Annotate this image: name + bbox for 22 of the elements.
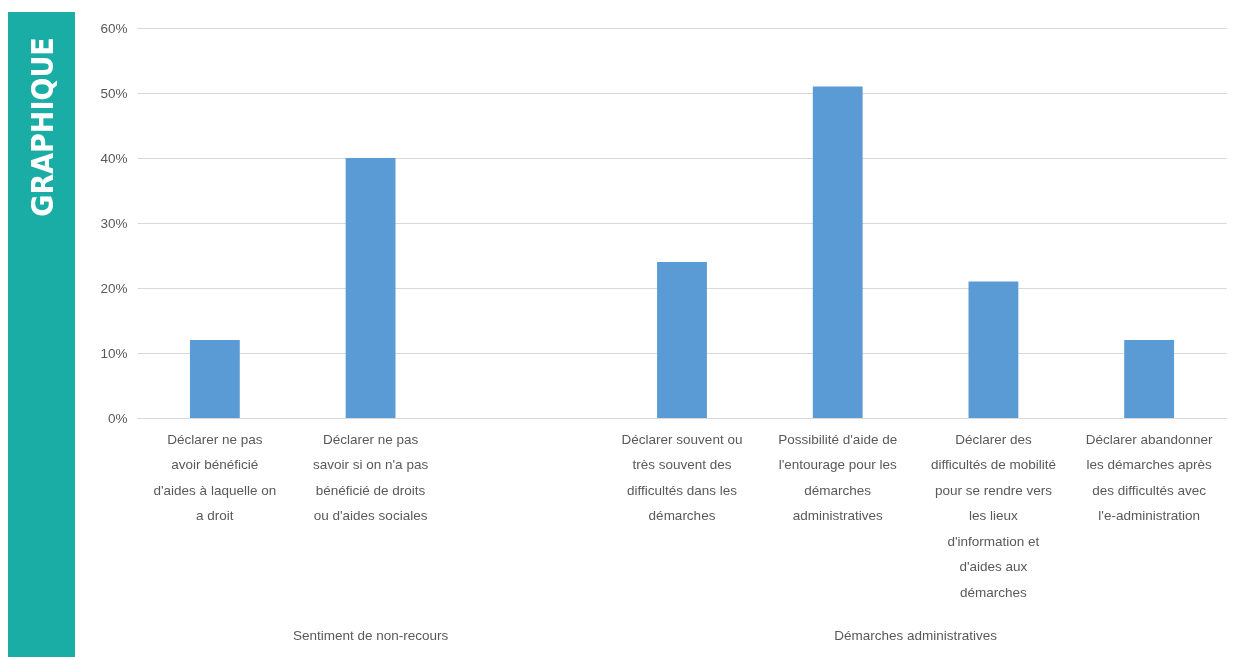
bar	[1124, 340, 1175, 418]
x-tick-label: Déclarer des difficultés de mobilité pour se rendre vers les lieux d'information et d'aides aux démarches	[930, 431, 1056, 600]
bar	[189, 340, 240, 418]
bar	[345, 158, 396, 418]
y-tick-label: 10%	[100, 345, 128, 361]
bar	[968, 281, 1019, 418]
bar	[812, 86, 863, 418]
text: Démarches administratives	[834, 628, 998, 643]
y-tick-label: 50%	[100, 85, 128, 101]
bar	[657, 262, 707, 418]
x-tick-label: Déclarer ne pas avoir bénéficié d'aides à laquelle on a droit	[153, 431, 277, 523]
text: Sentiment de non-recours	[292, 628, 449, 643]
x-tick-label: Déclarer souvent ou très souvent des difficultés dans les démarches	[621, 431, 743, 523]
x-tick-label: Déclarer abandonner les démarches après des difficultés avec l'e-administration	[1085, 431, 1214, 523]
y-tick-label: 60%	[100, 20, 128, 36]
y-tick-label: 0%	[107, 410, 128, 426]
x-tick-label: Possibilité d'aide de l'entourage pour les démarches administratives	[778, 431, 898, 523]
y-tick-label: 40%	[100, 150, 128, 166]
y-tick-label: 30%	[100, 215, 128, 231]
x-tick-label: Déclarer ne pas savoir si on n'a pas bénéficié de droits ou d'aides sociales	[313, 431, 429, 523]
text: GRAPHIQUE	[24, 37, 59, 217]
y-tick-label: 20%	[100, 280, 128, 296]
